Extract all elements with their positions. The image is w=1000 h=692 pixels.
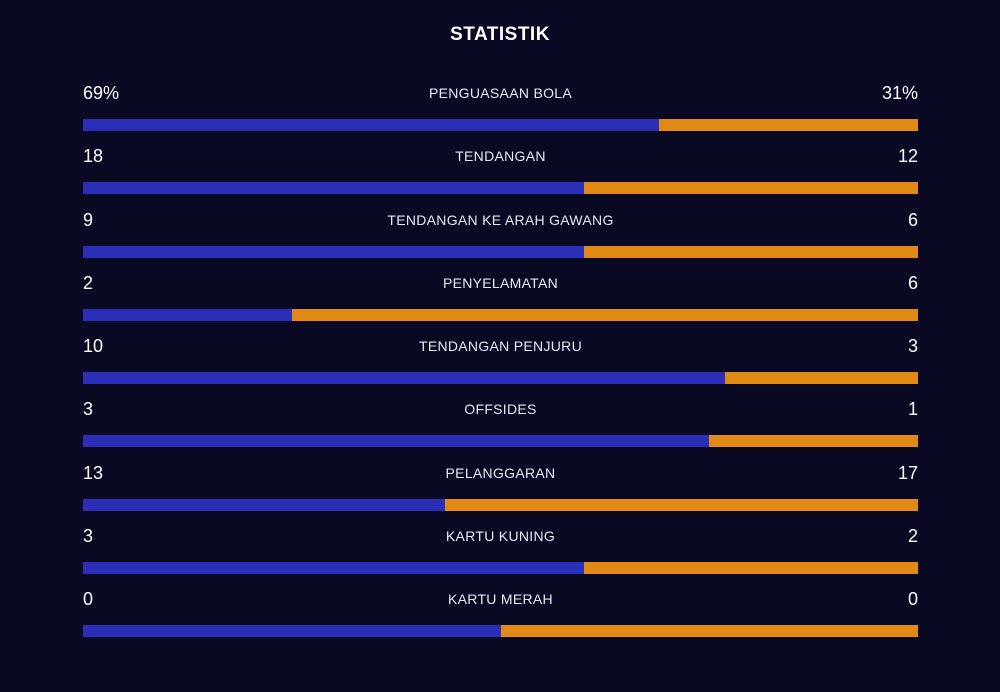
away-value: 31% xyxy=(881,83,918,103)
stat-values: TENDANGAN 18 12 xyxy=(83,143,918,173)
stat-row: KARTU MERAH 0 0 xyxy=(83,586,918,649)
home-bar-segment xyxy=(83,245,584,258)
home-bar-segment xyxy=(83,625,501,638)
stat-bar xyxy=(83,562,918,575)
home-bar-segment xyxy=(83,372,726,385)
stat-row: PENYELAMATAN 2 6 xyxy=(83,270,918,333)
stat-label: KARTU KUNING xyxy=(445,528,556,545)
stat-bar xyxy=(83,435,918,448)
away-value: 17 xyxy=(897,462,918,483)
stat-bar xyxy=(83,372,918,385)
away-value: 3 xyxy=(907,336,918,357)
away-bar-segment xyxy=(500,625,918,638)
stat-row: OFFSIDES 3 1 xyxy=(83,396,918,459)
stat-values: PENGUASAAN BOLA 69% 31% xyxy=(83,80,918,110)
stat-bar xyxy=(83,308,918,321)
away-value: 1 xyxy=(907,399,918,420)
away-bar-segment xyxy=(725,372,918,385)
stat-label: TENDANGAN PENJURU xyxy=(418,338,582,355)
home-bar-segment xyxy=(83,498,445,511)
home-value: 3 xyxy=(83,399,94,420)
home-bar-segment xyxy=(83,435,710,448)
stat-bar xyxy=(83,625,918,638)
away-bar-segment xyxy=(584,182,918,195)
stats-list: PENGUASAAN BOLA 69% 31% TENDANGAN 18 12 TENDAN… xyxy=(83,80,918,650)
stat-label: PELANGGARAN xyxy=(445,464,556,481)
stat-values: OFFSIDES 3 1 xyxy=(83,396,918,426)
away-value: 6 xyxy=(907,209,918,230)
home-bar-segment xyxy=(83,182,584,195)
home-bar-segment xyxy=(83,308,292,321)
stat-row: TENDANGAN 18 12 xyxy=(83,143,918,206)
home-bar-segment xyxy=(83,562,584,575)
stat-values: KARTU KUNING 3 2 xyxy=(83,523,918,553)
stat-bar xyxy=(83,498,918,511)
away-bar-segment xyxy=(659,119,918,131)
stats-title: STATISTIK xyxy=(450,24,550,45)
home-value: 3 xyxy=(83,526,94,547)
home-value: 0 xyxy=(83,589,94,610)
home-value: 18 xyxy=(83,146,104,167)
stat-label: PENYELAMATAN xyxy=(442,274,559,291)
stat-label: TENDANGAN KE ARAH GAWANG xyxy=(387,211,614,228)
stat-label: PENGUASAAN BOLA xyxy=(429,85,572,101)
stat-values: TENDANGAN PENJURU 10 3 xyxy=(83,333,918,363)
away-value: 6 xyxy=(907,272,918,293)
stat-bar xyxy=(83,245,918,258)
away-bar-segment xyxy=(584,562,918,575)
stat-bar xyxy=(83,182,918,195)
stat-label: KARTU MERAH xyxy=(448,591,553,608)
away-value: 2 xyxy=(907,526,918,547)
stat-values: KARTU MERAH 0 0 xyxy=(83,586,918,616)
stat-values: PENYELAMATAN 2 6 xyxy=(83,270,918,300)
away-bar-segment xyxy=(709,435,918,448)
home-value: 2 xyxy=(83,272,94,293)
stat-bar xyxy=(83,119,918,131)
home-value: 69% xyxy=(83,83,120,103)
away-bar-segment xyxy=(444,498,918,511)
home-value: 13 xyxy=(83,462,104,483)
away-bar-segment xyxy=(291,308,918,321)
stat-values: TENDANGAN KE ARAH GAWANG 9 6 xyxy=(83,207,918,237)
home-value: 9 xyxy=(83,209,94,230)
home-value: 10 xyxy=(83,336,104,357)
stat-label: OFFSIDES xyxy=(464,401,537,418)
stat-row: PELANGGARAN 13 17 xyxy=(83,460,918,523)
away-value: 12 xyxy=(897,146,918,167)
stat-row: KARTU KUNING 3 2 xyxy=(83,523,918,586)
stat-row: TENDANGAN PENJURU 10 3 xyxy=(83,333,918,396)
stat-label: TENDANGAN xyxy=(455,148,546,165)
away-value: 0 xyxy=(907,589,918,610)
stat-values: PELANGGARAN 13 17 xyxy=(83,460,918,490)
away-bar-segment xyxy=(584,245,918,258)
home-bar-segment xyxy=(83,119,660,131)
stat-row: PENGUASAAN BOLA 69% 31% xyxy=(83,80,918,143)
stat-row: TENDANGAN KE ARAH GAWANG 9 6 xyxy=(83,207,918,270)
